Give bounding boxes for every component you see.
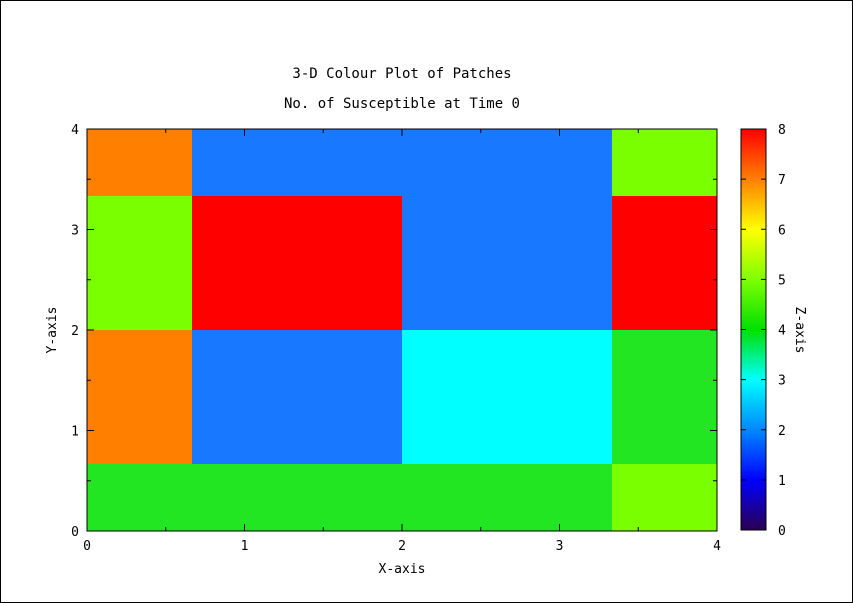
heatmap-cell [192,463,402,531]
colorbar-tick-label: 2 [778,424,786,439]
heatmap-cell [87,463,193,531]
colorbar-tick-label: 1 [778,474,786,489]
colorbar-tick-label: 0 [778,524,786,539]
heatmap-cell [402,129,612,197]
x-axis-label: X-axis [379,562,426,577]
heatmap-cell [611,463,717,531]
heatmap-cell [87,330,193,464]
heatmap-cell [87,129,193,197]
colorbar-tick-label: 5 [778,273,786,288]
heatmap-cell [611,330,717,464]
x-tick-label: 0 [83,539,91,554]
colorbar-tick-label: 7 [778,173,786,188]
y-tick-label: 1 [71,425,79,440]
heatmap-cells [87,129,717,531]
x-tick-label: 2 [398,539,406,554]
chart-title: 3-D Colour Plot of Patches [292,66,511,82]
y-axis-label: Y-axis [45,307,60,354]
heatmap-cell [402,330,612,464]
heatmap-cell [87,196,193,330]
colorbar-tick-label: 8 [778,123,786,138]
heatmap-cell [192,129,402,197]
y-tick-label: 0 [71,525,79,540]
x-tick-label: 4 [713,539,721,554]
colorbar-ticks: 0 1 2 3 4 5 6 7 8 [741,123,786,539]
colorbar-label: Z-axis [792,307,807,354]
heatmap-cell [192,330,402,464]
plot-axes: 0 1 2 3 4 0 1 2 3 4 [71,123,721,554]
x-tick-label: 1 [241,539,249,554]
heatmap-cell [402,196,612,330]
chart-subtitle: No. of Susceptible at Time 0 [284,96,520,112]
x-tick-label: 3 [556,539,564,554]
y-tick-label: 3 [71,224,79,239]
heatmap-cell [192,196,402,330]
heatmap-cell [611,129,717,197]
colorbar-tick-label: 6 [778,223,786,238]
y-tick-label: 4 [71,123,79,138]
y-tick-label: 2 [71,324,79,339]
heatmap-cell [402,463,612,531]
colorbar-tick-label: 4 [778,324,786,339]
colorbar-tick-label: 3 [778,374,786,389]
heatmap-cell [611,196,717,330]
